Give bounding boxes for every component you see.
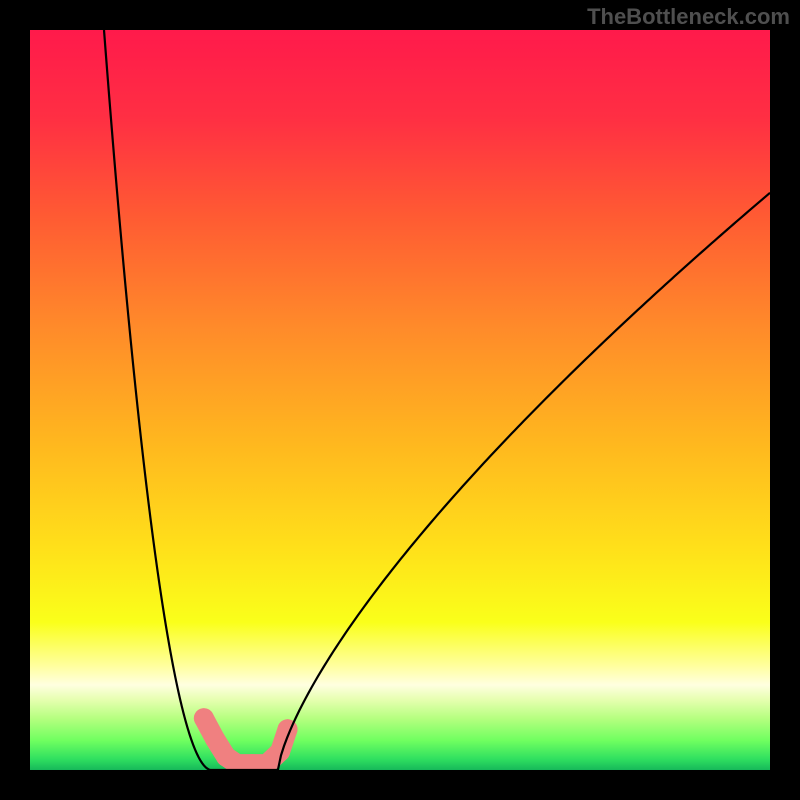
marker-dot (205, 729, 225, 749)
marker-dot (194, 708, 214, 728)
watermark-text: TheBottleneck.com (587, 4, 790, 30)
curve-layer (30, 30, 770, 770)
marker-group (194, 708, 298, 770)
bottleneck-curve (104, 30, 770, 770)
chart-frame: TheBottleneck.com (0, 0, 800, 800)
plot-area (30, 30, 770, 770)
